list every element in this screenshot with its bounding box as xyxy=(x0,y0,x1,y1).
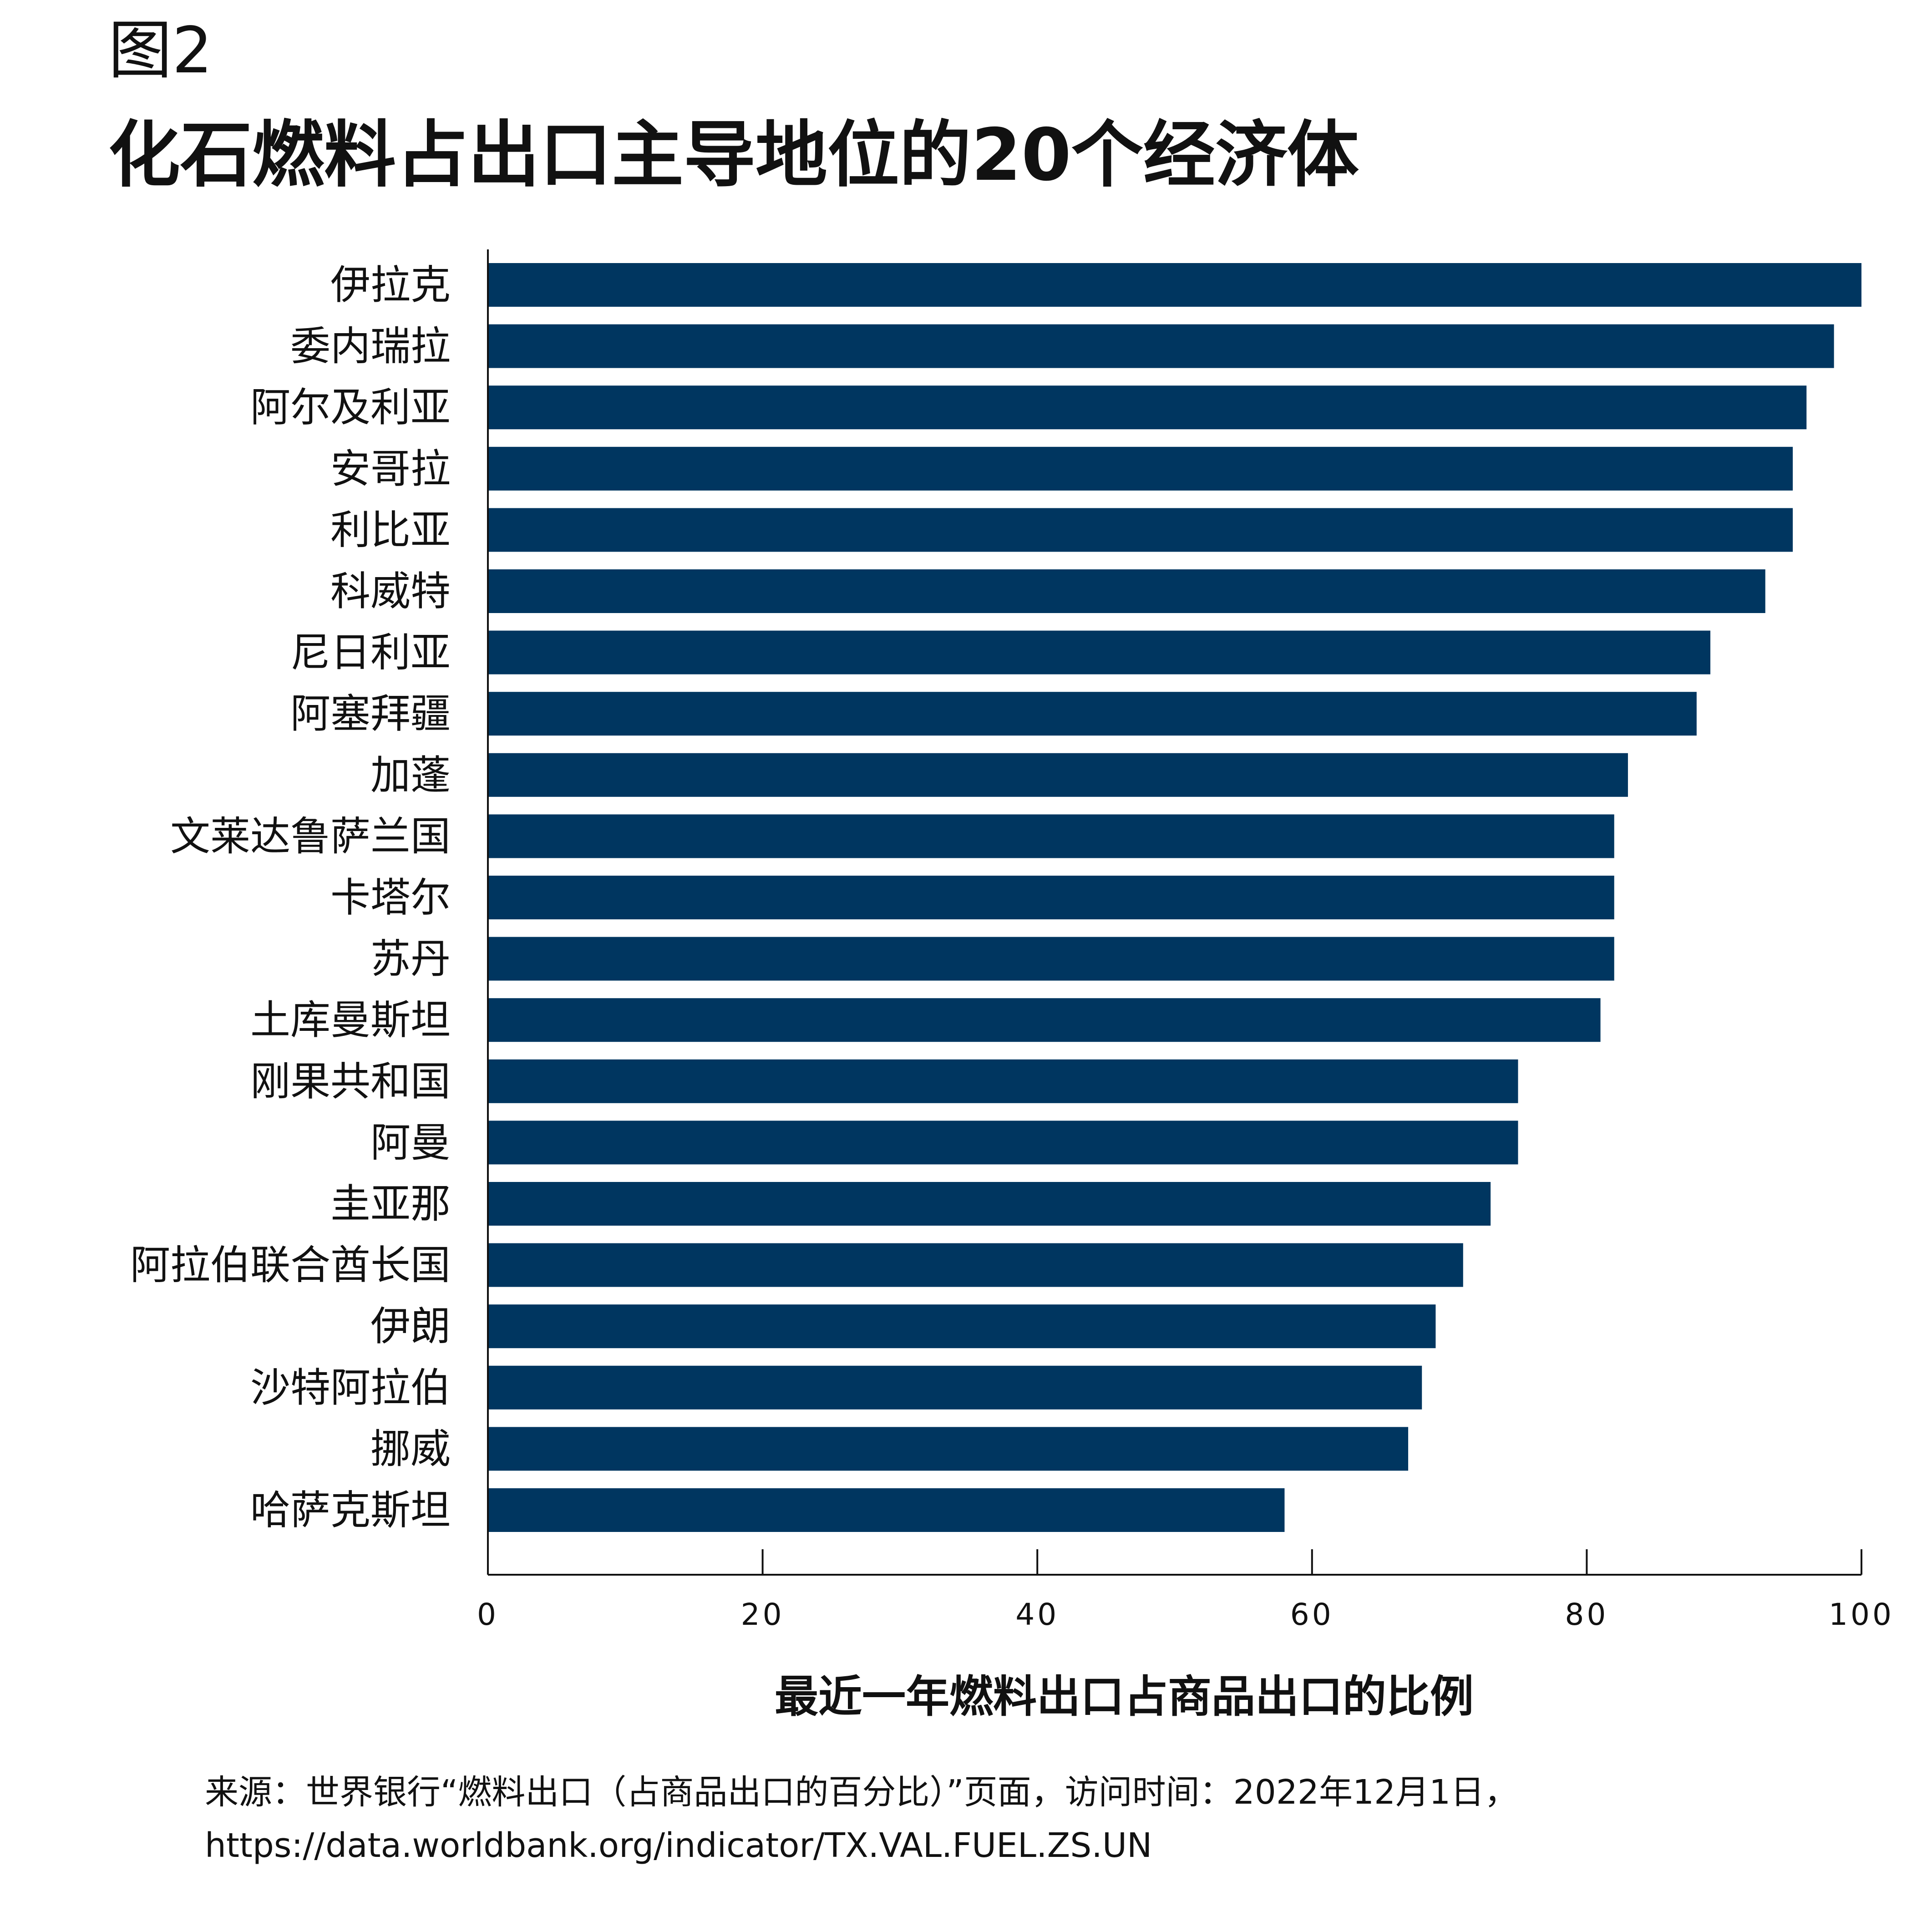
source-url: https://data.worldbank.org/indicator/TX.… xyxy=(205,1826,1152,1865)
bar xyxy=(488,385,1807,430)
x-tick-label: 0 xyxy=(477,1597,499,1632)
bar xyxy=(488,814,1614,858)
bar xyxy=(488,508,1793,552)
bar xyxy=(488,1059,1518,1103)
figure-label: 图2 xyxy=(108,14,213,88)
x-axis: 0 20 40 60 80 100 xyxy=(477,249,1894,1632)
category-label: 沙特阿拉伯 xyxy=(250,1364,451,1411)
category-label: 阿拉伯联合酋长国 xyxy=(130,1242,451,1288)
bar xyxy=(488,937,1614,981)
bar xyxy=(488,630,1711,674)
x-axis-title: 最近一年燃料出口占商品出口的比例 xyxy=(775,1671,1474,1722)
bar xyxy=(488,876,1614,919)
bar xyxy=(488,1427,1409,1471)
bar xyxy=(488,446,1793,491)
category-labels-group: 伊拉克委内瑞拉阿尔及利亚安哥拉利比亚科威特尼日利亚阿塞拜疆加蓬文莱达鲁萨兰国卡塔… xyxy=(130,262,451,1534)
source-note: 来源：世界银行“燃料出口（占商品出口的百分比）”页面，访问时间：2022年12月… xyxy=(205,1773,1518,1812)
bar xyxy=(488,1365,1422,1410)
category-label: 阿塞拜疆 xyxy=(290,690,451,737)
category-label: 尼日利亚 xyxy=(290,629,451,676)
x-tick-label: 20 xyxy=(741,1597,785,1632)
x-tick-label: 40 xyxy=(1015,1597,1059,1632)
category-label: 哈萨克斯坦 xyxy=(250,1487,451,1534)
x-tick-label: 80 xyxy=(1565,1597,1608,1632)
bar xyxy=(488,569,1765,613)
x-tick-label: 100 xyxy=(1829,1597,1894,1632)
x-tick-label: 60 xyxy=(1290,1597,1334,1632)
category-label: 圭亚那 xyxy=(330,1181,451,1227)
category-label: 利比亚 xyxy=(330,507,451,553)
category-label: 刚果共和国 xyxy=(250,1058,451,1105)
category-label: 卡塔尔 xyxy=(330,874,451,921)
bar xyxy=(488,1243,1463,1287)
bar xyxy=(488,1304,1436,1349)
bar xyxy=(488,1182,1491,1226)
bar xyxy=(488,263,1861,307)
category-label: 伊拉克 xyxy=(330,262,451,309)
bar xyxy=(488,1121,1518,1165)
bar xyxy=(488,324,1834,368)
category-label: 阿曼 xyxy=(370,1119,451,1166)
category-label: 科威特 xyxy=(330,568,451,615)
bar xyxy=(488,1488,1285,1532)
bars-group xyxy=(488,263,1861,1532)
bar xyxy=(488,753,1628,797)
chart-title: 化石燃料占出口主导地位的20个经济体 xyxy=(108,113,1359,197)
category-label: 土库曼斯坦 xyxy=(250,997,451,1044)
bar xyxy=(488,998,1601,1042)
category-label: 阿尔及利亚 xyxy=(250,384,451,431)
category-label: 文莱达鲁萨兰国 xyxy=(170,813,451,860)
category-label: 挪威 xyxy=(370,1425,451,1472)
bar xyxy=(488,692,1697,736)
category-label: 苏丹 xyxy=(370,935,451,982)
category-label: 伊朗 xyxy=(370,1303,451,1350)
category-label: 委内瑞拉 xyxy=(290,323,451,370)
category-label: 安哥拉 xyxy=(330,445,451,492)
category-label: 加蓬 xyxy=(370,751,451,798)
